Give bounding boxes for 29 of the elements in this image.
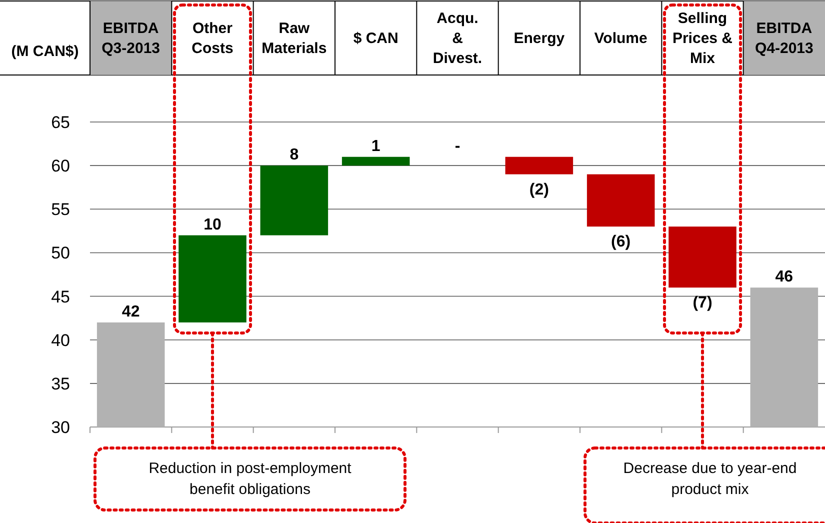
x-tick-label: $ CAN [353, 30, 398, 47]
data-label: 10 [204, 216, 222, 234]
data-label: (7) [692, 294, 712, 312]
y-axis-title: (M CAN$) [11, 43, 79, 60]
y-tick-label: 35 [51, 374, 70, 394]
y-tick-label: 55 [51, 200, 70, 220]
data-label: 42 [122, 303, 140, 320]
data-label: (6) [611, 234, 631, 251]
y-tick-label: 60 [51, 156, 70, 176]
x-tick-label: Raw Materials [262, 20, 327, 57]
y-tick-label: 50 [51, 244, 70, 263]
data-label: 1 [371, 138, 380, 155]
x-tick-label: Volume [594, 30, 648, 47]
x-tick-label: Energy [514, 30, 566, 47]
x-tick-label: Acqu. & Divest. [432, 10, 482, 67]
text: Decrease due to year-end product mix [623, 460, 797, 498]
x-tick-label: EBITDA Q4-2013 [754, 20, 814, 57]
data-label: 8 [290, 146, 299, 164]
x-tick-label: EBITDA Q3-2013 [102, 20, 160, 57]
y-tick-label: 65 [51, 113, 70, 132]
data-label: 46 [775, 268, 794, 286]
x-tick-label: Selling Prices & Mix [672, 10, 733, 67]
y-tick-label: 30 [51, 418, 70, 437]
text: - [454, 138, 460, 155]
y-tick-label: 45 [51, 287, 70, 306]
data-label: (2) [529, 181, 549, 198]
text: Reduction in post-employment benefit obligations [148, 460, 352, 498]
y-tick-label: 40 [51, 330, 70, 350]
x-tick-label: Other Costs [192, 20, 234, 57]
